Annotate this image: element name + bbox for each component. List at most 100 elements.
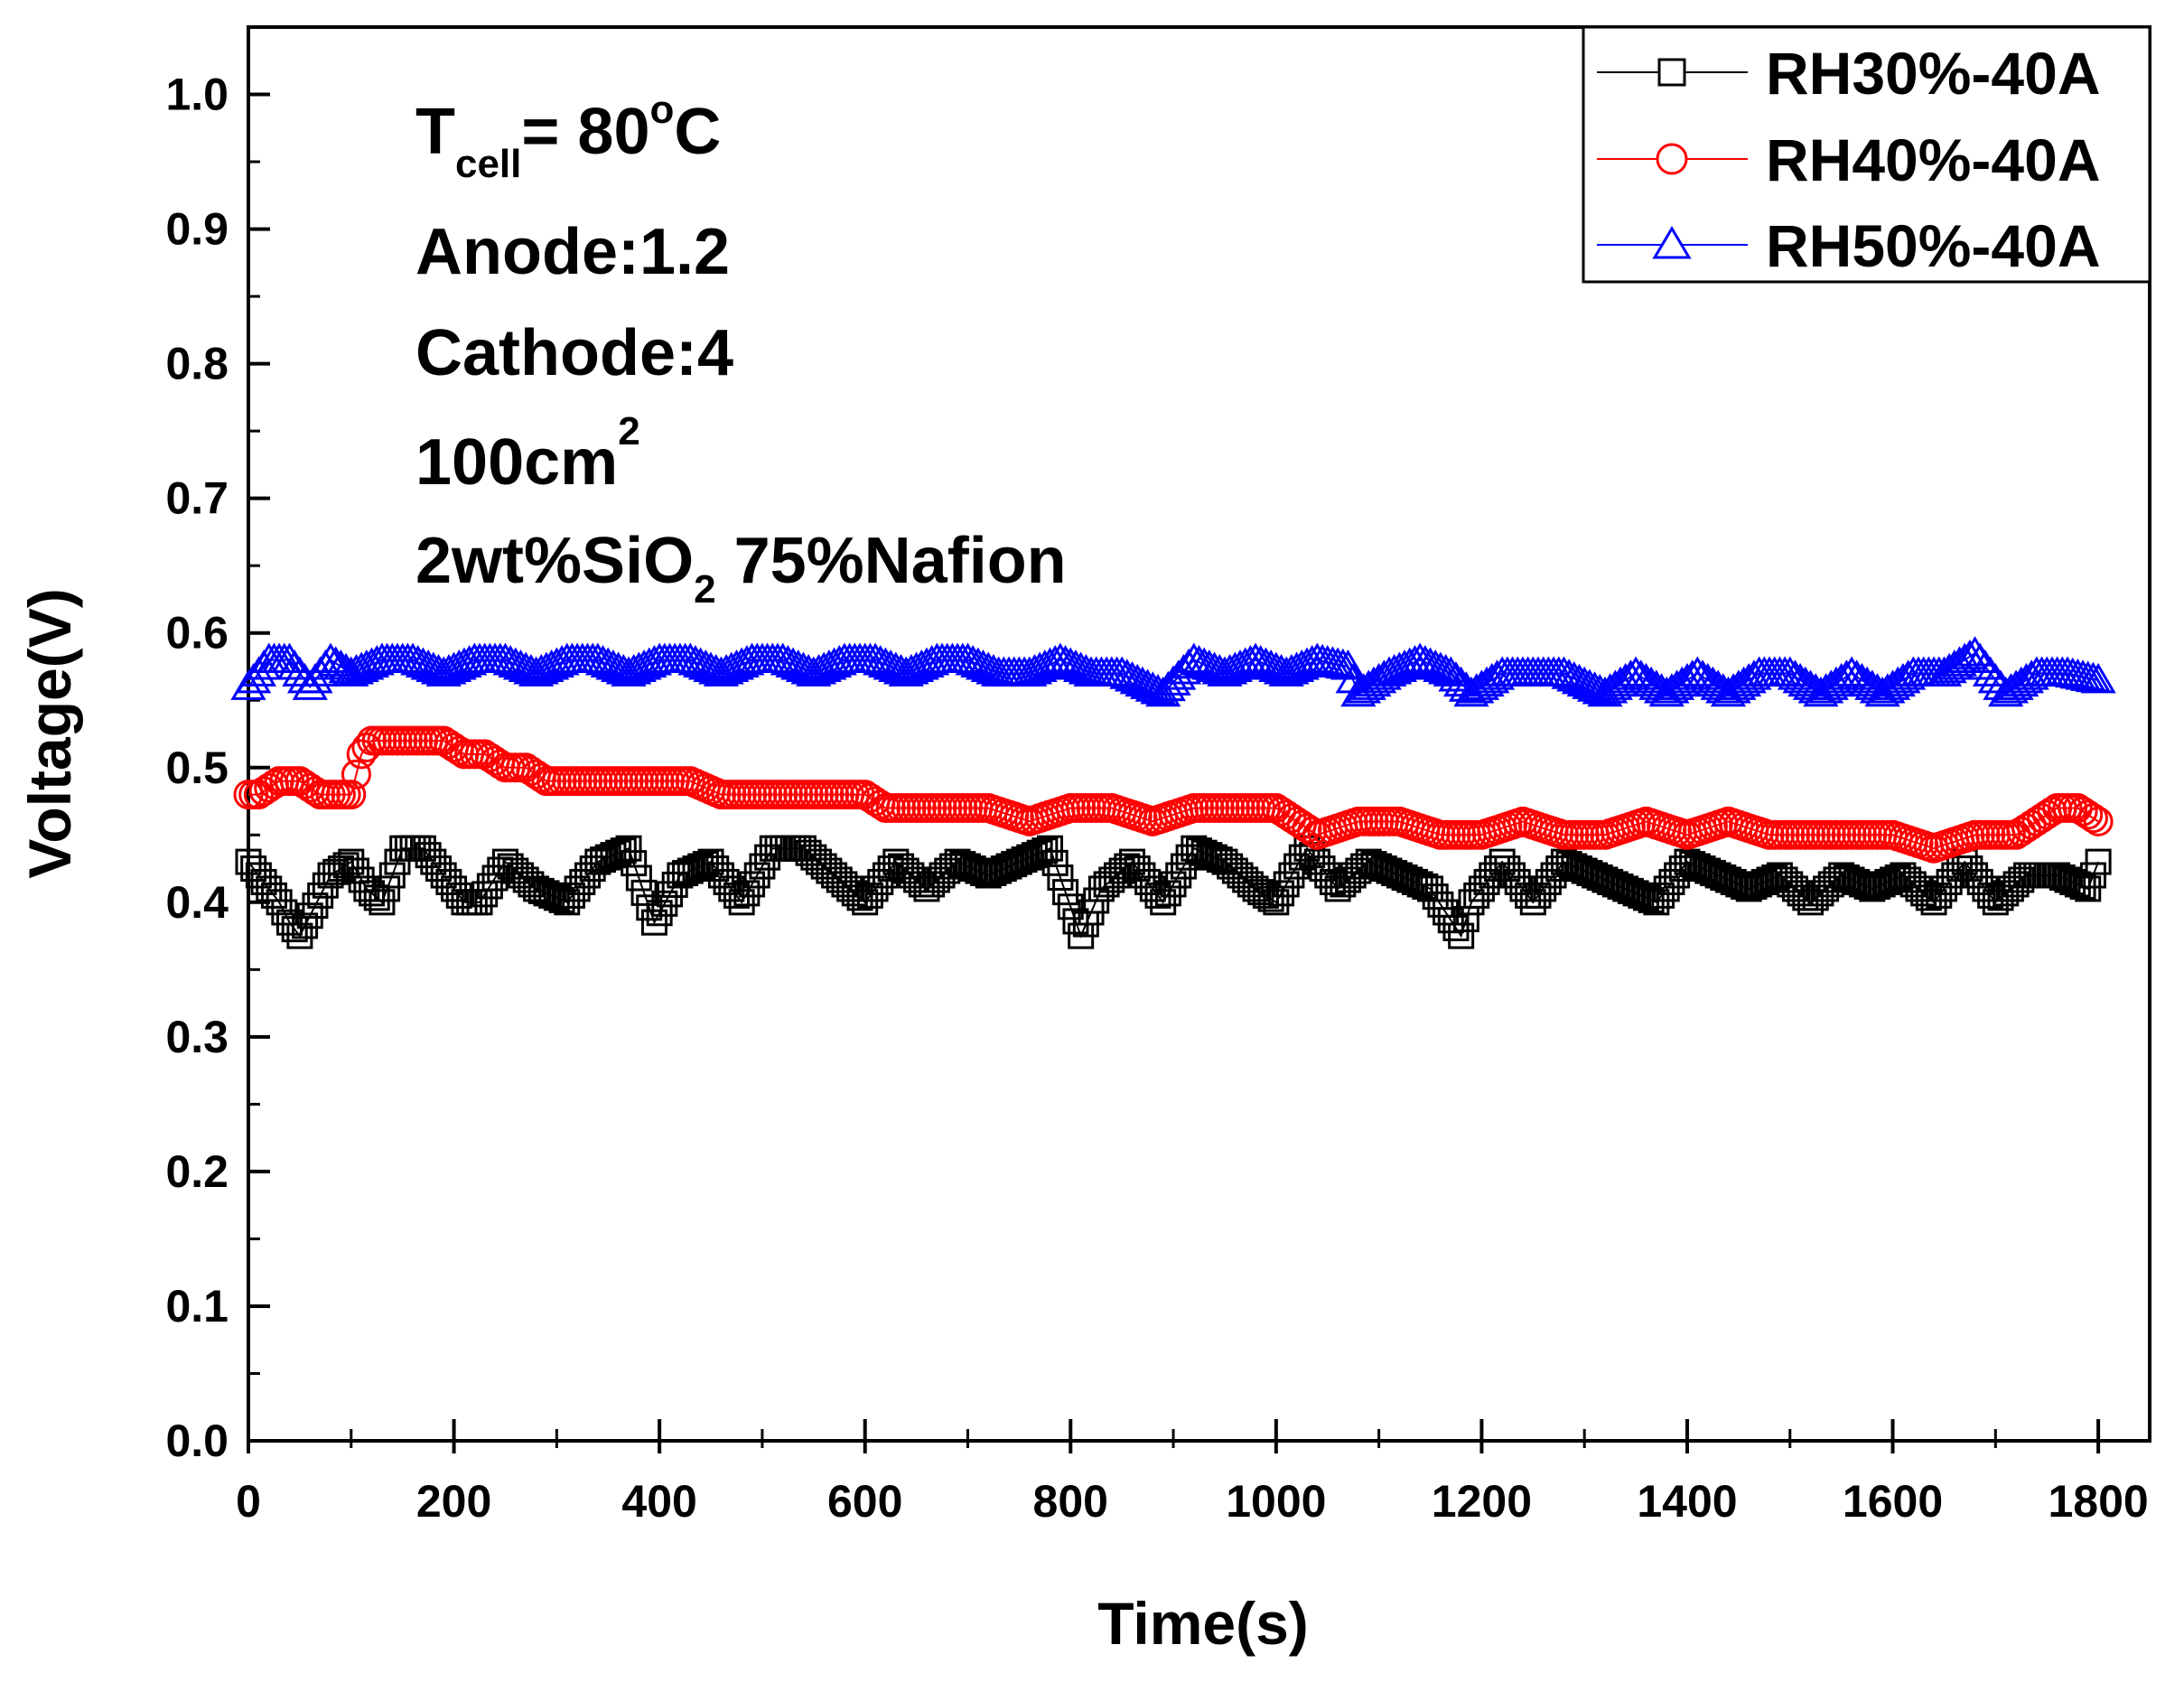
- x-tick-label: 1200: [1432, 1476, 1532, 1527]
- data-point-triangle: [770, 645, 806, 676]
- data-point-square: [821, 862, 848, 889]
- data-point-square: [1016, 844, 1043, 871]
- data-point-square: [651, 890, 678, 917]
- data-point-square: [795, 839, 822, 866]
- data-point-square: [697, 848, 724, 875]
- data-point-square: [1509, 875, 1536, 902]
- data-point-square: [743, 862, 770, 889]
- data-point-square: [636, 894, 663, 921]
- data-point-square: [1011, 846, 1038, 874]
- membrane-suffix: 75%Nafion: [716, 525, 1067, 597]
- data-point-square: [1087, 875, 1115, 902]
- data-point-square: [980, 860, 1007, 887]
- legend-label-rh40: RH40%-40A: [1766, 126, 2100, 193]
- data-point-triangle: [909, 647, 945, 677]
- x-tick-label: 1000: [1226, 1476, 1326, 1527]
- data-point-square: [1396, 866, 1423, 893]
- data-point-square: [281, 916, 308, 943]
- data-point-triangle: [590, 647, 626, 677]
- data-point-square: [1746, 871, 1773, 898]
- legend-label-rh30: RH30%-40A: [1766, 40, 2100, 107]
- data-point-square: [1309, 855, 1336, 883]
- membrane-prefix: 2wt%SiO: [415, 525, 694, 597]
- data-point-square: [898, 862, 925, 889]
- data-point-square: [892, 857, 919, 884]
- data-point-square: [1997, 875, 2024, 902]
- y-axis: 0.0 0.1 0.2 0.3 0.4 0.5 0.6 0.7 0.8 0.9 1.0: [165, 70, 270, 1466]
- data-point-triangle: [1247, 647, 1284, 677]
- data-point-square: [1114, 853, 1141, 880]
- tcell-prefix: T: [415, 96, 455, 168]
- data-point-square: [1417, 875, 1444, 902]
- data-point-square: [1859, 875, 1886, 902]
- data-point-square: [1242, 875, 1269, 902]
- data-point-square: [527, 877, 555, 904]
- data-point-square: [1869, 871, 1896, 898]
- data-point-square: [1915, 884, 1942, 911]
- data-point-triangle: [1941, 646, 1978, 677]
- data-point-triangle: [1186, 647, 1222, 677]
- data-point-square: [322, 858, 350, 885]
- data-point-square: [1119, 848, 1146, 875]
- data-point-triangle: [1125, 666, 1161, 697]
- tcell-value: = 80: [521, 96, 649, 168]
- data-point-square: [605, 839, 632, 866]
- data-point-square: [1247, 879, 1274, 906]
- data-point-square: [646, 900, 673, 927]
- data-point-square: [1956, 855, 1983, 883]
- data-point-triangle: [1150, 670, 1186, 702]
- data-point-square: [1062, 908, 1089, 935]
- data-point-square: [682, 855, 709, 883]
- data-point-square: [1355, 848, 1382, 875]
- annotation-tcell: Tcell= 80oC: [415, 88, 721, 186]
- data-point-triangle: [2013, 659, 2049, 690]
- data-point-square: [1601, 871, 1629, 898]
- data-point-square: [872, 862, 899, 889]
- y-tick-label: 0.0: [165, 1416, 229, 1466]
- series-RH30%-40A: [235, 835, 2112, 949]
- data-point-square: [1273, 871, 1300, 898]
- data-point-triangle: [873, 649, 909, 680]
- data-point-square: [384, 848, 411, 875]
- data-point-square: [1108, 857, 1135, 884]
- data-point-square: [913, 875, 940, 902]
- data-point-square: [1936, 868, 1963, 895]
- y-axis-title: Voltage(V): [16, 588, 83, 878]
- data-point-square: [2075, 875, 2102, 902]
- data-point-square: [1360, 851, 1387, 878]
- data-point-square: [1001, 851, 1028, 878]
- data-point-square: [1057, 893, 1084, 920]
- data-point-triangle: [1566, 666, 1602, 697]
- y-tick-label: 0.2: [165, 1146, 229, 1197]
- data-point-square: [1170, 853, 1197, 880]
- data-point-square: [1582, 862, 1609, 889]
- data-point-square: [1689, 855, 1716, 883]
- data-point-square: [810, 853, 837, 880]
- data-point-triangle: [955, 645, 991, 676]
- data-point-square: [1653, 875, 1680, 902]
- data-point-square: [1519, 889, 1546, 916]
- data-point-square: [1704, 862, 1731, 889]
- data-point-square: [1612, 875, 1639, 902]
- data-point-triangle: [1952, 639, 1988, 670]
- data-point-square: [1828, 862, 1855, 889]
- data-point-square: [491, 848, 518, 875]
- data-point-square: [703, 855, 730, 883]
- data-point-triangle: [395, 642, 431, 674]
- data-point-square: [2059, 868, 2086, 895]
- data-point-square: [594, 844, 621, 871]
- data-point-square: [1735, 875, 1762, 902]
- data-point-triangle: [1669, 662, 1705, 694]
- data-point-triangle: [446, 647, 482, 677]
- data-point-square: [1699, 860, 1726, 887]
- data-point-square: [640, 909, 667, 936]
- data-point-square: [1910, 880, 1937, 907]
- data-point-square: [245, 862, 272, 889]
- data-point-triangle: [1253, 649, 1289, 680]
- data-point-square: [621, 850, 648, 877]
- y-tick-label: 0.4: [165, 877, 229, 928]
- y-tick-label: 0.6: [165, 608, 229, 659]
- data-point-square: [990, 855, 1017, 883]
- data-point-square: [441, 875, 468, 902]
- data-point-triangle: [502, 649, 539, 680]
